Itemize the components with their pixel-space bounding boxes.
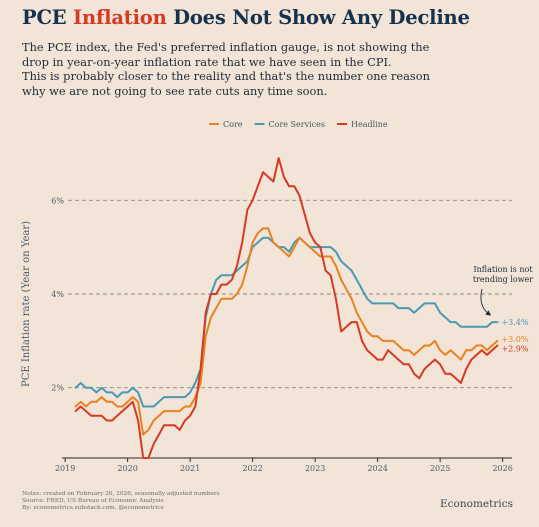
subtitle-line: This is probably closer to the reality a… (22, 69, 430, 83)
end-label-headline: +2.9% (501, 345, 528, 354)
chart-grid (68, 199, 512, 389)
x-tick-label: 2019 (55, 464, 75, 473)
footer-note-line: Notes: created on February 26, 2026, sea… (22, 491, 220, 497)
legend-label: Core (223, 120, 243, 129)
x-tick-label: 2022 (242, 464, 262, 473)
x-axis: 2019 2020 2021 2022 2023 2024 2025 2026 (55, 457, 513, 473)
series-line-core (74, 227, 499, 436)
chart-legend: Core Core Services Headline (209, 120, 388, 129)
subtitle-line: The PCE index, the Fed's preferred infla… (22, 40, 430, 54)
x-tick-label: 2021 (180, 464, 200, 473)
title-highlight: Inflation (73, 6, 167, 29)
y-tick-label: 6% (51, 196, 64, 205)
chart-subtitle: The PCE index, the Fed's preferred infla… (22, 40, 527, 98)
annotation-text: trending lower (473, 275, 533, 284)
x-tick-label: 2026 (492, 464, 512, 473)
chart-title: PCE Inflation Does Not Show Any Decline (22, 6, 522, 29)
annotation-text: Inflation is not (473, 265, 533, 274)
y-tick-label: 4% (51, 290, 64, 299)
y-axis: 2% 4% 6% (51, 196, 64, 392)
series-line-headline (74, 157, 499, 459)
x-tick-label: 2023 (305, 464, 325, 473)
end-label-core-services: +3.4% (501, 318, 528, 327)
series-end-labels: +3.0% +3.4% +2.9% (501, 318, 528, 353)
end-label-core: +3.0% (501, 335, 528, 344)
brand-name: Econometrics (440, 498, 513, 510)
subtitle-line: why we are not going to see rate cuts an… (22, 83, 328, 98)
footer-notes: Notes: created on February 26, 2026, sea… (22, 491, 220, 513)
legend-label: Headline (351, 120, 388, 129)
y-axis-label: PCE Inflation rate (Year on Year) (21, 221, 32, 387)
series-line-core-services (74, 236, 499, 408)
annotation-arrow (480, 288, 492, 316)
chart-series (74, 157, 499, 459)
title-part-2: Does Not Show Any Decline (166, 6, 470, 29)
legend-label: Core Services (269, 120, 325, 129)
x-tick-label: 2025 (430, 464, 450, 473)
x-tick-label: 2020 (117, 464, 137, 473)
x-tick-label: 2024 (367, 464, 387, 473)
title-part-1: PCE (22, 6, 74, 29)
footer-note-line: By: econometrics.substack.com, @economet… (22, 505, 164, 512)
footer-note-line: Source: FRED, US Bureau of Economic Anal… (22, 498, 164, 505)
y-tick-label: 2% (51, 384, 64, 393)
subtitle-line: drop in year-on-year inflation rate that… (22, 54, 392, 69)
